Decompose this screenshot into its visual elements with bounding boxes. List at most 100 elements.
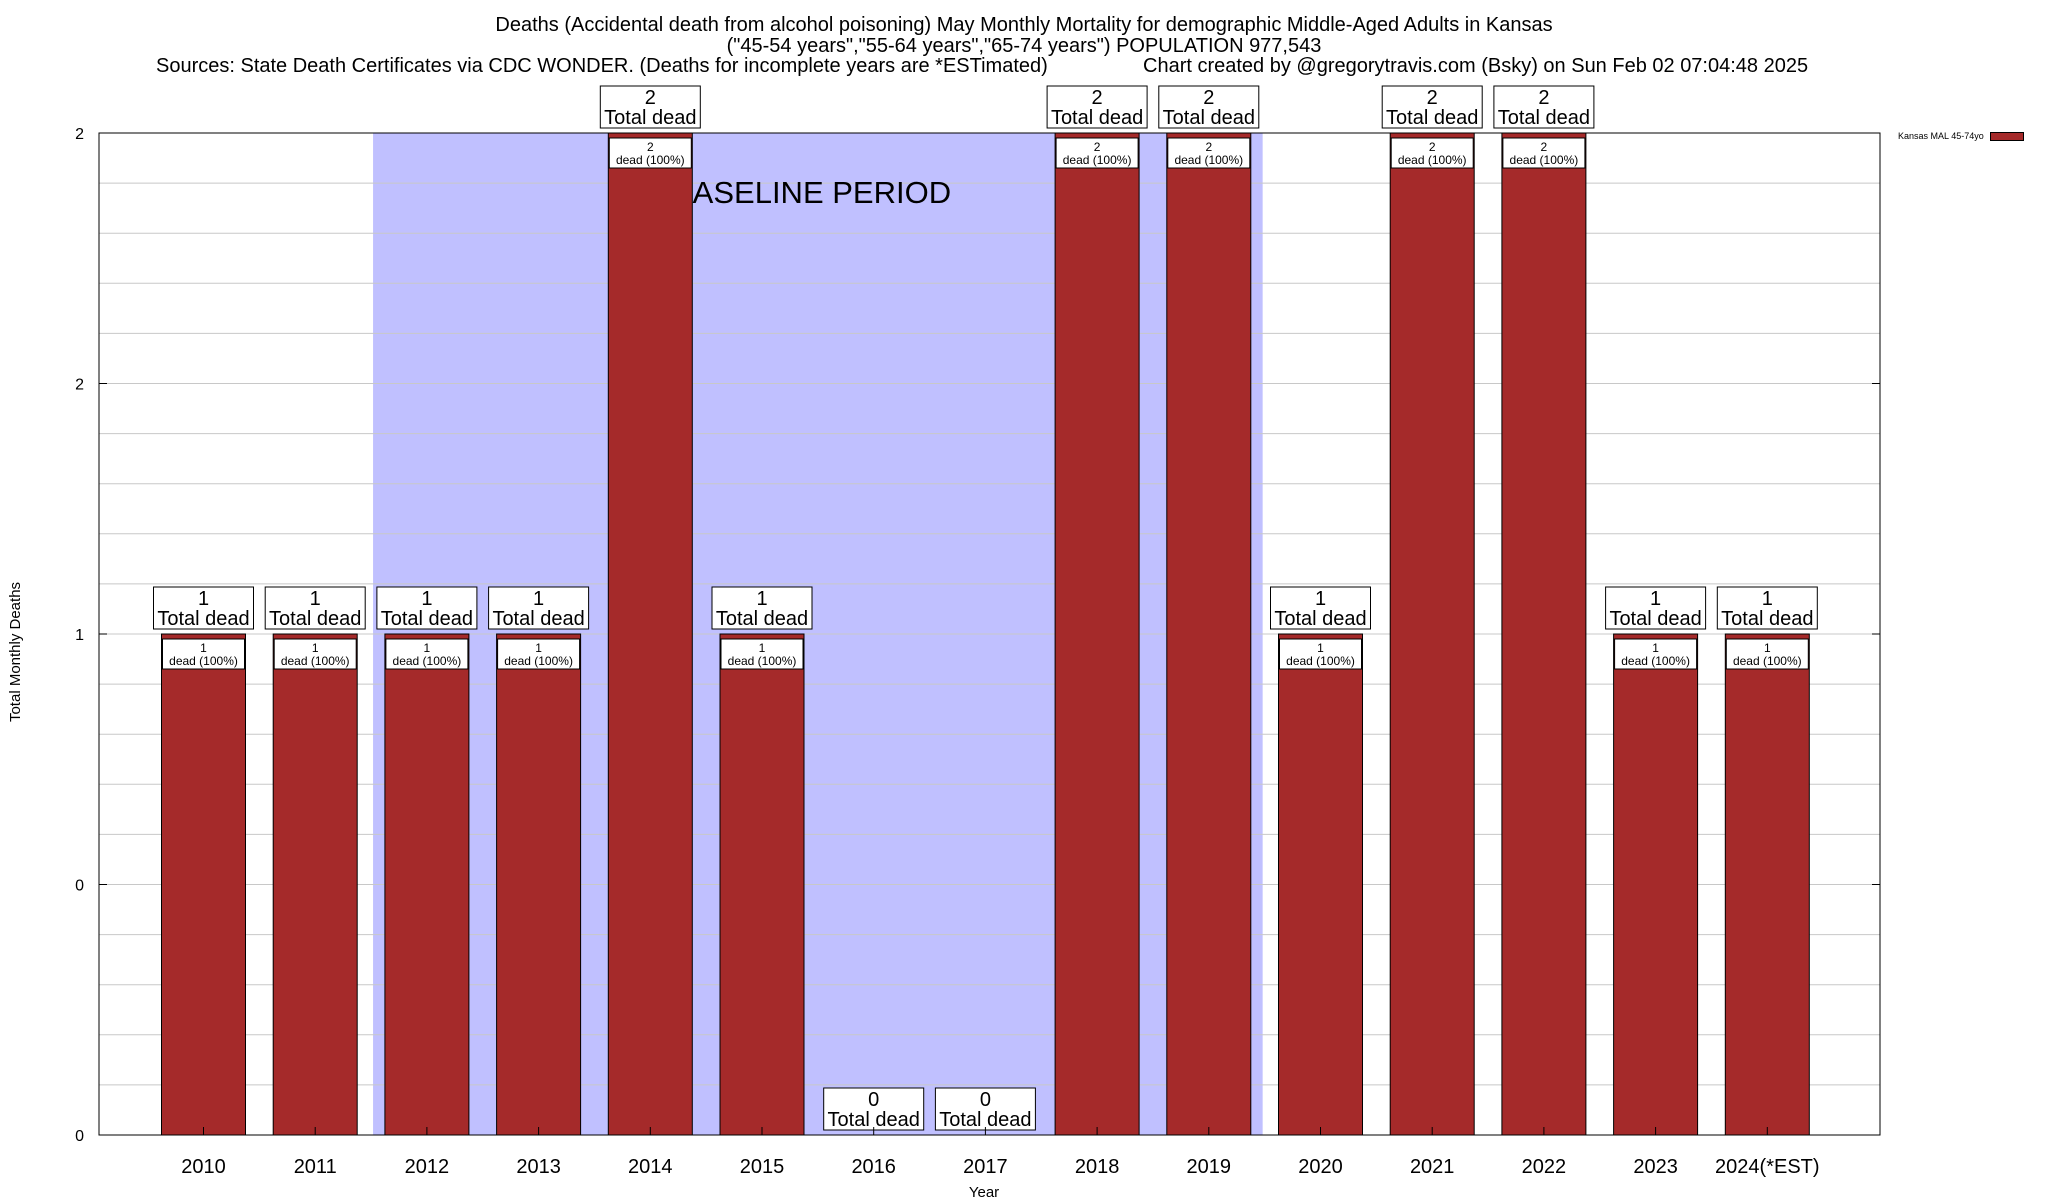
total-label-count: 1 [198,588,209,610]
legend-swatch [1989,131,2024,141]
bar-label-box [385,638,469,670]
x-tick-label: 2024(*EST) [1715,1156,1820,1178]
bar-label-box [1055,137,1139,169]
total-label-text: Total dead [604,107,696,129]
total-label-box [1381,85,1483,129]
bar-label-box [497,638,581,670]
x-axis-label: Year [969,1184,999,1200]
y-tick-label: 2 [75,126,84,143]
total-label-box [1046,85,1148,129]
total-label-box [1158,85,1260,129]
bar [1613,633,1699,1136]
total-label-box [1270,586,1371,630]
total-label-box [153,586,254,630]
bar-label-text: dead (100%) [504,654,573,668]
total-label-text: Total dead [1498,107,1590,129]
bar-label-box [1279,638,1362,670]
bar [272,633,358,1136]
bar-label-count: 1 [1764,641,1771,655]
total-label-count: 2 [1092,87,1103,109]
x-tick-label: 2021 [1410,1156,1455,1178]
bar-label-box [608,137,692,169]
x-tick-label: 2015 [740,1156,785,1178]
total-label-text: Total dead [157,608,249,630]
total-label-count: 2 [1427,87,1438,109]
bar-label-text: dead (100%) [1510,153,1579,167]
bar-label-count: 1 [312,641,319,655]
x-tick-label: 2020 [1298,1156,1343,1178]
bar-label-text: dead (100%) [1621,654,1690,668]
chart-title: Deaths (Accidental death from alcohol po… [495,14,1553,36]
total-label-count: 1 [1315,588,1326,610]
baseline-period-label: BASELINE PERIOD [672,175,951,210]
y-tick-label: 2 [75,377,84,394]
bar-label-count: 2 [1205,140,1212,154]
total-label-count: 0 [980,1089,991,1111]
total-label-count: 1 [1650,588,1661,610]
bar-label-box [1502,137,1586,169]
bar-label-count: 2 [1429,140,1436,154]
bar-label-box [162,638,245,670]
total-label-text: Total dead [1609,608,1701,630]
total-label-box [376,586,478,630]
y-tick-label: 0 [75,1128,84,1145]
x-tick-label: 2019 [1187,1156,1232,1178]
legend: Kansas MAL 45-74yo [1898,131,2024,141]
x-tick-label: 2023 [1633,1156,1678,1178]
chart-credit: Chart created by @gregorytravis.com (Bsk… [1143,55,1809,77]
total-label-text: Total dead [1163,107,1255,129]
total-label-count: 2 [1538,87,1549,109]
bar [607,132,693,1136]
y-tick-label: 1 [75,627,84,644]
total-label-box [1716,586,1818,630]
plot-frame [98,132,1881,1136]
bar-label-box [1614,638,1698,670]
total-label-text: Total dead [492,608,584,630]
bar-label-count: 1 [1317,641,1324,655]
chart-subtitle: ("45-54 years","55-64 years","65-74 year… [726,35,1322,57]
legend-label: Kansas MAL 45-74yo [1898,131,1984,141]
total-label-box [1605,586,1707,630]
total-label-text: Total dead [939,1109,1031,1131]
total-label-text: Total dead [716,608,808,630]
total-label-text: Total dead [381,608,473,630]
total-label-box [934,1087,1036,1131]
y-tick-label: 0 [75,878,84,895]
total-label-box [488,586,590,630]
total-label-count: 1 [756,588,767,610]
x-tick-label: 2016 [851,1156,896,1178]
bar-label-text: dead (100%) [281,654,350,668]
x-tick-label: 2014 [628,1156,673,1178]
bar [384,633,470,1136]
bar [1278,633,1363,1136]
bar [161,633,246,1136]
bar-label-text: dead (100%) [1063,153,1132,167]
total-label-text: Total dead [1386,107,1478,129]
bar [719,633,805,1136]
bar [1166,132,1252,1136]
total-label-text: Total dead [1721,608,1813,630]
x-tick-label: 2013 [516,1156,561,1178]
total-label-box [264,586,366,630]
bar-label-count: 1 [200,641,207,655]
x-tick-label: 2010 [181,1156,226,1178]
total-label-count: 0 [868,1089,879,1111]
x-tick-label: 2012 [405,1156,450,1178]
total-label-box [599,85,701,129]
bar-label-count: 1 [535,641,542,655]
x-tick-label: 2018 [1075,1156,1120,1178]
total-label-count: 2 [645,87,656,109]
total-label-count: 1 [1762,588,1773,610]
total-label-count: 1 [533,588,544,610]
bar-label-count: 2 [1541,140,1548,154]
total-label-text: Total dead [1051,107,1143,129]
total-label-box [823,1087,925,1131]
bar-label-box [1167,137,1251,169]
total-label-text: Total dead [269,608,361,630]
bar-label-count: 2 [1094,140,1101,154]
bar-label-count: 1 [759,641,766,655]
y-axis-label: Total Monthly Deaths [7,582,24,722]
bar-label-count: 1 [424,641,431,655]
bar-label-box [1725,638,1809,670]
